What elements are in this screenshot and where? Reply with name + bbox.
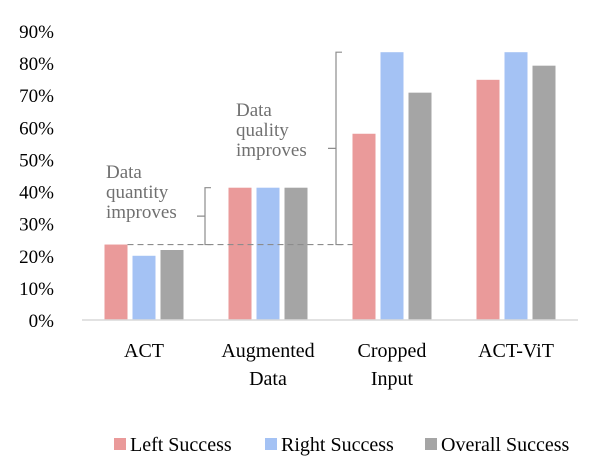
category-labels: ACT Augmented Data Cropped Input ACT-ViT	[124, 340, 554, 390]
bar	[132, 255, 156, 320]
category-label: Cropped	[358, 340, 427, 362]
y-tick-label: 60%	[19, 118, 54, 139]
bar	[104, 244, 128, 320]
annotation-bracket	[328, 51, 342, 246]
annotation-text: Data	[106, 162, 142, 183]
category-label: Input	[371, 368, 414, 390]
category-label: Data	[249, 368, 287, 390]
annotation-text: quality	[236, 120, 289, 141]
legend-label: Left Success	[130, 434, 232, 456]
annotation-text: Data	[236, 100, 272, 121]
y-tick-label: 30%	[19, 215, 54, 236]
annotation-text: quantity	[106, 182, 169, 203]
bar	[284, 187, 308, 320]
y-tick-label: 40%	[19, 183, 54, 204]
bar	[476, 79, 500, 320]
category-label: Augmented	[221, 340, 314, 362]
bar	[160, 249, 184, 320]
annotation-bracket	[197, 187, 211, 246]
category-label: ACT-ViT	[478, 340, 554, 362]
y-tick-label: 10%	[19, 279, 54, 300]
bar	[352, 133, 376, 320]
bar	[532, 65, 556, 321]
y-tick-label: 90%	[19, 22, 54, 43]
y-tick-label: 20%	[19, 247, 54, 268]
category-label: ACT	[124, 340, 164, 362]
bars	[104, 52, 556, 321]
bar	[256, 187, 280, 320]
y-tick-label: 50%	[19, 150, 54, 171]
annotation-text: improves	[106, 202, 177, 223]
annotation-text: improves	[236, 140, 307, 161]
y-tick-label: 70%	[19, 86, 54, 107]
legend-label: Right Success	[281, 434, 394, 456]
y-tick-label: 0%	[29, 311, 55, 332]
bar	[408, 92, 432, 320]
legend-swatch	[425, 438, 437, 450]
bar	[228, 187, 252, 320]
legend-label: Overall Success	[441, 434, 570, 456]
y-tick-label: 80%	[19, 54, 54, 75]
legend-swatch	[114, 438, 126, 450]
bar	[380, 52, 404, 321]
legend: Left Success Right Success Overall Success	[114, 434, 570, 456]
legend-swatch	[265, 438, 277, 450]
bar	[504, 52, 528, 321]
y-axis-ticks: 0% 10% 20% 30% 40% 50% 60% 70% 80% 90%	[19, 22, 54, 332]
